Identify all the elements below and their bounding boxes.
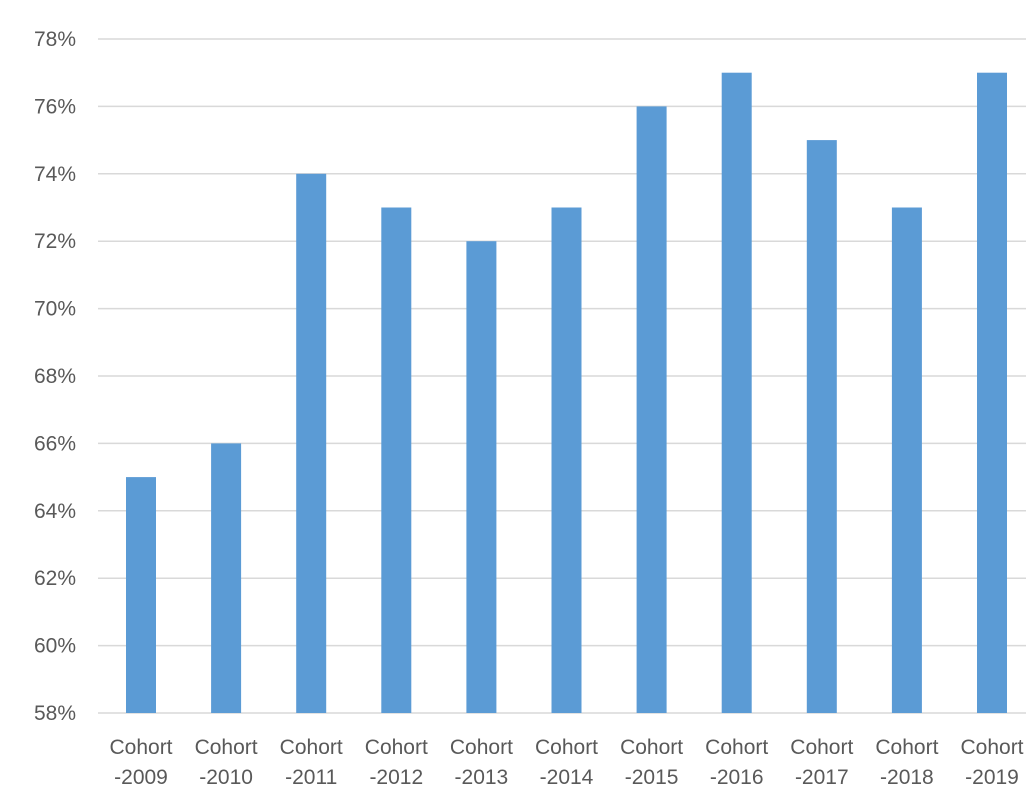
x-tick-label: Cohort	[365, 736, 428, 759]
x-tick-label: Cohort	[109, 736, 172, 759]
x-tick-label: Cohort	[195, 736, 258, 759]
x-tick-label: -2013	[455, 766, 509, 789]
x-tick-label: Cohort	[450, 736, 513, 759]
y-tick-label: 68%	[34, 365, 76, 388]
y-tick-label: 62%	[34, 567, 76, 590]
x-tick-label: -2010	[199, 766, 253, 789]
x-tick-label: -2009	[114, 766, 168, 789]
bar	[551, 207, 582, 713]
y-axis-ticks: 58% 60% 62% 64% 66% 68% 70% 72% 74% 76% 78%	[34, 28, 76, 725]
y-tick-label: 70%	[34, 298, 76, 321]
y-tick-label: 74%	[34, 163, 76, 186]
x-tick-label: -2015	[625, 766, 679, 789]
bar	[891, 207, 922, 713]
bar	[296, 173, 327, 714]
y-tick-label: 58%	[34, 702, 76, 725]
x-tick-label: Cohort	[960, 736, 1023, 759]
y-tick-label: 66%	[34, 432, 76, 455]
bar	[977, 72, 1007, 713]
x-tick-label: Cohort	[790, 736, 853, 759]
x-tick-label: -2011	[285, 766, 337, 789]
x-tick-label: -2016	[710, 766, 764, 789]
x-tick-label: Cohort	[875, 736, 938, 759]
x-axis-ticks: Cohort -2009 Cohort -2010 Cohort -2011 Cohort -…	[109, 736, 1023, 789]
x-tick-label: -2012	[369, 766, 423, 789]
x-tick-label: -2019	[965, 766, 1019, 789]
y-tick-label: 60%	[34, 635, 76, 658]
y-tick-label: 78%	[34, 28, 76, 51]
x-tick-label: -2014	[540, 766, 594, 789]
x-tick-label: Cohort	[620, 736, 683, 759]
bars	[126, 72, 1007, 714]
y-tick-label: 72%	[34, 230, 76, 253]
bar	[211, 443, 242, 713]
x-tick-label: -2018	[880, 766, 934, 789]
x-tick-label: -2017	[795, 766, 849, 789]
bar	[806, 140, 837, 714]
bar	[126, 477, 156, 713]
bar	[381, 207, 412, 713]
bar	[721, 72, 752, 713]
bar	[636, 106, 667, 713]
bar	[466, 241, 497, 713]
y-tick-label: 64%	[34, 500, 76, 523]
x-tick-label: Cohort	[705, 736, 768, 759]
x-tick-label: Cohort	[535, 736, 598, 759]
y-tick-label: 76%	[34, 95, 76, 118]
x-tick-label: Cohort	[280, 736, 343, 759]
